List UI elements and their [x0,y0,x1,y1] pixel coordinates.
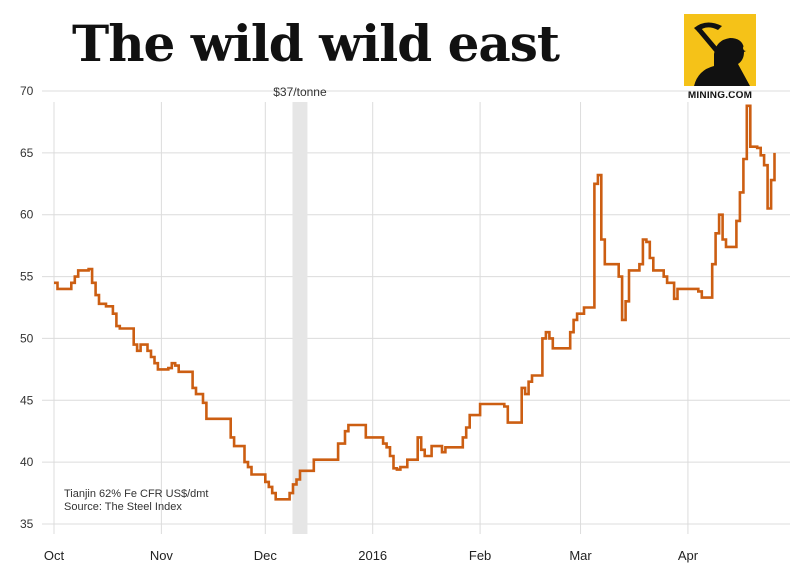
chart-title: The wild wild east [72,14,560,73]
source-note: Tianjin 62% Fe CFR US$/dmt Source: The S… [64,488,208,514]
source-series-label: Tianjin 62% Fe CFR US$/dmt [64,488,209,500]
y-tick-label: 70 [20,84,34,98]
x-tick-label: Feb [469,548,491,563]
x-tick-label: Nov [150,548,174,563]
series-line [54,104,776,501]
y-tick-label: 50 [20,331,34,345]
grid-lines [42,90,790,534]
x-tick-label: 2016 [358,548,387,563]
x-tick-label: Mar [569,548,592,563]
x-tick-label: Oct [44,548,65,563]
source-credit: Source: The Steel Index [64,501,182,513]
y-tick-label: 65 [20,146,34,160]
y-tick-label: 35 [20,517,34,531]
logo-text: MINING.COM [687,90,753,101]
y-tick-label: 60 [20,208,34,222]
y-tick-label: 55 [20,270,34,284]
y-tick-label: 45 [20,393,34,407]
y-axis-ticks: 35 40 45 50 55 60 65 70 [20,84,34,531]
series-layer [54,104,776,501]
y-tick-label: 40 [20,455,34,469]
x-tick-label: Apr [678,548,699,563]
x-axis-ticks: Oct Nov Dec 2016 Feb Mar Apr [44,548,699,563]
highlight-band-rect [292,102,308,534]
miner-pickaxe-icon [684,14,756,86]
highlight-label: $37/tonne [273,85,327,99]
highlight-band [292,102,308,534]
mining-com-logo[interactable]: MINING.COM [684,14,756,102]
x-tick-label: Dec [254,548,278,563]
